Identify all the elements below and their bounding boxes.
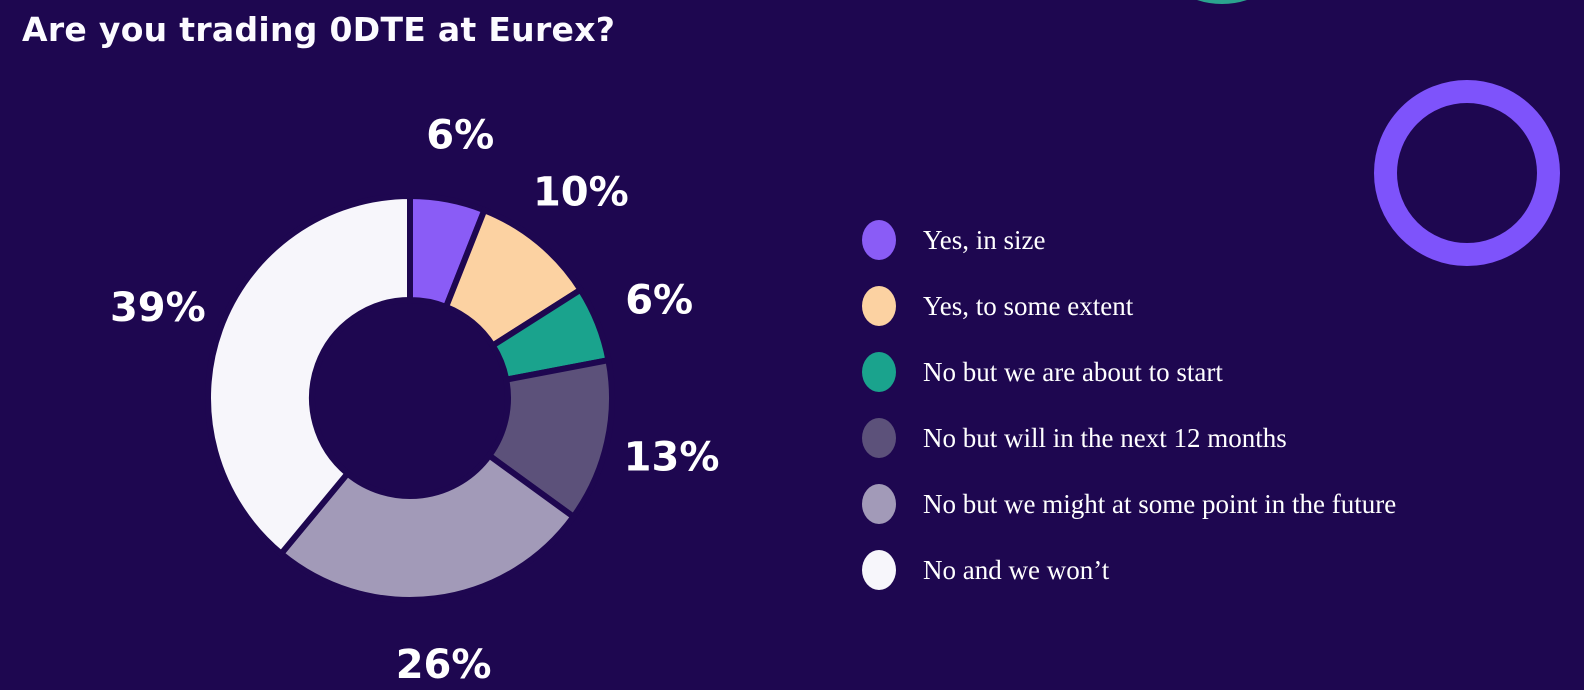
donut-chart: 6% 10% 6% 13% 26% 39%	[90, 88, 730, 690]
donut-slice-4	[277, 451, 578, 603]
legend-item: No but we are about to start	[862, 339, 1396, 405]
legend-item-label: No but will in the next 12 months	[923, 422, 1287, 453]
slice-percentage-label: 6%	[426, 113, 494, 159]
donut-chart-svg: 6% 10% 6% 13% 26% 39%	[110, 113, 720, 688]
legend-item: Yes, to some extent	[862, 273, 1396, 339]
legend-swatch	[862, 484, 896, 524]
legend-item-label: Yes, in size	[923, 224, 1046, 255]
donut-slice-5	[205, 192, 413, 558]
slice-percentage-label: 6%	[625, 277, 693, 323]
legend-swatch	[862, 220, 896, 260]
chart-legend: Yes, in size Yes, to some extent No but …	[862, 207, 1396, 603]
legend-item-label: No but we might at some point in the fut…	[923, 488, 1397, 519]
legend-item: No but will in the next 12 months	[862, 405, 1396, 471]
legend-item-label: No and we won’t	[923, 554, 1110, 585]
decorative-teal-arc	[1142, 0, 1302, 4]
legend-swatch	[862, 418, 896, 458]
legend-swatch	[862, 352, 896, 392]
legend-item-label: No but we are about to start	[923, 356, 1223, 387]
legend-item: No and we won’t	[862, 537, 1396, 603]
slice-percentage-label: 39%	[110, 285, 206, 331]
legend-swatch	[862, 550, 896, 590]
legend-item-label: Yes, to some extent	[923, 290, 1134, 321]
slice-percentage-label: 26%	[396, 642, 492, 688]
legend-item: Yes, in size	[862, 207, 1396, 273]
slice-percentage-label: 13%	[624, 434, 720, 480]
slice-percentage-label: 10%	[533, 170, 629, 216]
page-title: Are you trading 0DTE at Eurex?	[22, 10, 616, 49]
legend-item: No but we might at some point in the fut…	[862, 471, 1396, 537]
decorative-ring-circle	[1374, 80, 1560, 266]
legend-swatch	[862, 286, 896, 326]
